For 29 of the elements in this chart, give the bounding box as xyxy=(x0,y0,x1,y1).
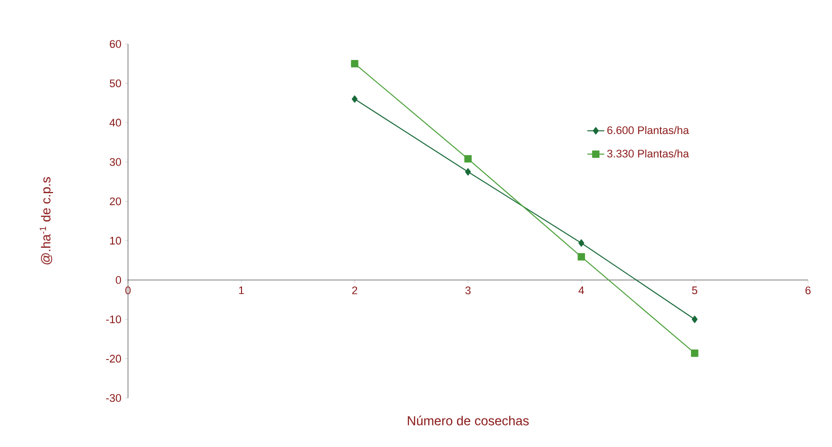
x-tick-label: 3 xyxy=(465,286,471,294)
legend-label: 3.330 Plantas/ha xyxy=(607,149,690,158)
point xyxy=(350,60,358,68)
y-tick-label: 10 xyxy=(110,236,122,245)
point xyxy=(465,168,471,176)
x-tick-label: 4 xyxy=(578,286,584,294)
y-tick-label: 50 xyxy=(110,79,122,88)
x-tick-label: 5 xyxy=(692,286,698,294)
y-tick-label: 20 xyxy=(110,197,122,206)
point xyxy=(692,316,698,324)
y-tick-label: 40 xyxy=(110,118,122,127)
point xyxy=(464,155,472,163)
point xyxy=(578,253,586,260)
y-tick-label: 60 xyxy=(110,40,122,48)
y-axis-title: @.ha$^{-1}$ de c.p.s xyxy=(40,177,54,264)
legend-label: 6.600 Plantas/ha xyxy=(607,126,690,134)
y-tick-label: -20 xyxy=(106,354,122,363)
y-tick-label: 0 xyxy=(116,276,122,284)
x-tick-label: 1 xyxy=(239,286,244,294)
x-tick-label: 6 xyxy=(806,286,811,294)
y-tick-label: -30 xyxy=(106,394,122,402)
x-tick-label: 0 xyxy=(125,286,131,294)
x-axis-title: Número de cosechas xyxy=(408,416,529,426)
x-tick-label: 2 xyxy=(352,286,358,294)
y-tick-label: 30 xyxy=(110,158,122,166)
y-tick-label: -10 xyxy=(106,315,122,324)
point xyxy=(690,349,698,357)
point xyxy=(578,239,584,247)
point xyxy=(352,95,358,103)
